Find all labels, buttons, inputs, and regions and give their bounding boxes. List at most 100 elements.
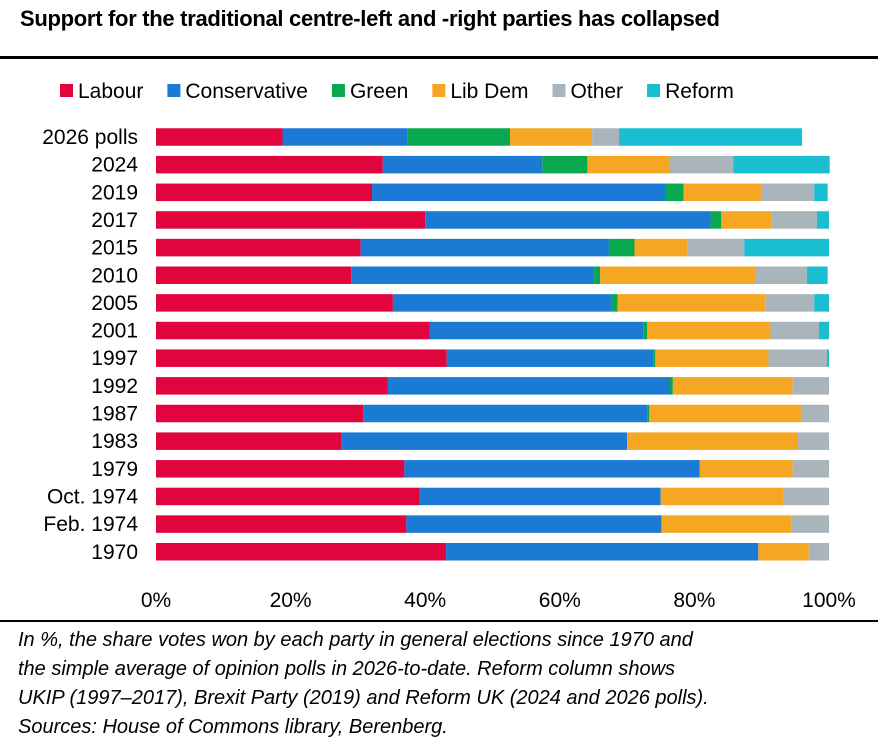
bar-lib-dem-1970 <box>758 543 809 561</box>
bar-reform-2015 <box>744 238 829 257</box>
bar-lib-dem-2024 <box>587 155 670 174</box>
y-tick-label: 2017 <box>91 209 138 232</box>
bars <box>156 128 830 561</box>
bar-conservative-2015 <box>360 238 609 257</box>
bar-conservative-oct-1974 <box>419 487 661 506</box>
bar-other-1983 <box>798 432 829 450</box>
y-tick-label: Feb. 1974 <box>43 513 138 536</box>
bar-green-2017 <box>710 211 722 229</box>
bar-other-2017 <box>771 211 817 229</box>
bar-conservative-2010 <box>351 266 595 284</box>
bar-conservative-1992 <box>387 377 670 395</box>
bar-labour-feb-1974 <box>156 515 407 533</box>
bar-row-1987 <box>156 404 829 423</box>
bar-labour-2010 <box>156 266 352 284</box>
legend-swatch-conservative <box>167 84 181 97</box>
bar-row-1970 <box>156 543 829 561</box>
y-tick-label: 2024 <box>91 154 138 177</box>
bar-other-1987 <box>801 404 829 423</box>
bar-conservative-1983 <box>341 432 628 450</box>
footnote-line: UKIP (1997–2017), Brexit Party (2019) an… <box>18 687 709 709</box>
bar-reform-2005 <box>814 294 829 312</box>
bar-conservative-1979 <box>404 460 700 478</box>
y-tick-label: 2019 <box>91 181 138 204</box>
bar-green-2010 <box>594 266 601 284</box>
legend-label-green: Green <box>350 80 408 103</box>
bar-conservative-2001 <box>429 321 644 340</box>
bar-row-2005 <box>156 294 829 312</box>
footnote-line: In %, the share votes won by each party … <box>18 629 693 651</box>
bar-green-1992 <box>669 377 673 395</box>
bar-green-2019 <box>665 183 684 202</box>
bar-lib-dem-2001 <box>647 321 771 340</box>
bar-labour-2024 <box>156 155 383 174</box>
bar-other-feb-1974 <box>791 515 829 533</box>
bar-labour-1970 <box>156 543 447 561</box>
bar-labour-2015 <box>156 238 361 257</box>
bar-reform-2017 <box>816 211 829 229</box>
bar-reform-2024 <box>733 155 830 174</box>
bar-other-2010 <box>754 266 807 284</box>
bar-lib-dem-1992 <box>672 377 793 395</box>
bar-green-2015 <box>608 238 635 257</box>
x-tick-label: 100% <box>802 589 856 612</box>
bar-lib-dem-1979 <box>699 460 793 478</box>
bar-green-2026-polls <box>407 128 510 146</box>
bar-other-2026-polls <box>592 128 620 146</box>
bar-lib-dem-1997 <box>655 349 769 367</box>
bar-row-oct-1974 <box>156 487 829 506</box>
bar-row-2001 <box>156 321 829 340</box>
bar-other-2015 <box>687 238 745 257</box>
y-tick-label: 1979 <box>91 458 138 481</box>
bar-labour-1997 <box>156 349 447 367</box>
bar-labour-2005 <box>156 294 393 312</box>
y-tick-label: 1992 <box>91 375 138 398</box>
legend-swatch-reform <box>647 84 661 97</box>
y-tick-label: 2015 <box>91 237 138 260</box>
y-tick-label: Oct. 1974 <box>47 485 138 508</box>
bar-lib-dem-oct-1974 <box>660 487 784 506</box>
bar-other-2005 <box>765 294 815 312</box>
bar-conservative-2017 <box>425 211 711 229</box>
y-tick-label: 1983 <box>91 430 138 453</box>
bar-row-2017 <box>156 211 829 229</box>
y-axis-labels: 2026 polls 2024 2019 2017 2015 2010 2005 2001 19… <box>42 126 138 564</box>
bar-other-2001 <box>770 321 819 340</box>
bar-other-1997 <box>768 349 827 367</box>
bar-reform-2010 <box>806 266 828 284</box>
bar-lib-dem-2017 <box>721 211 772 229</box>
bar-other-1992 <box>792 377 829 395</box>
bar-labour-1983 <box>156 432 342 450</box>
bar-green-2024 <box>542 155 588 174</box>
y-tick-label: 2010 <box>91 264 138 287</box>
legend: Labour Conservative Green Lib Dem Other Refor… <box>60 80 734 103</box>
bar-labour-2026-polls <box>156 128 283 146</box>
bar-conservative-2026-polls <box>282 128 408 146</box>
legend-label-reform: Reform <box>665 80 734 103</box>
bar-conservative-feb-1974 <box>406 515 662 533</box>
bar-other-1979 <box>792 460 829 478</box>
legend-label-conservative: Conservative <box>185 80 308 103</box>
bar-labour-oct-1974 <box>156 487 420 506</box>
bar-labour-1987 <box>156 404 364 423</box>
bar-lib-dem-2010 <box>600 266 755 284</box>
bar-labour-2019 <box>156 183 373 202</box>
legend-swatch-lib-dem <box>432 84 446 97</box>
footnote-line: the simple average of opinion polls in 2… <box>18 658 676 680</box>
bar-lib-dem-2015 <box>634 238 688 257</box>
bottom-rule <box>0 620 878 622</box>
bar-reform-2001 <box>818 321 829 340</box>
bar-row-2026-polls <box>156 128 803 146</box>
bar-lib-dem-2026-polls <box>509 128 593 146</box>
top-rule <box>0 56 878 59</box>
footnote: In %, the share votes won by each party … <box>18 626 868 742</box>
bar-row-2015 <box>156 238 829 257</box>
bar-row-2024 <box>156 155 830 174</box>
bar-conservative-2005 <box>392 294 611 312</box>
bar-reform-1997 <box>826 349 829 367</box>
bar-row-1992 <box>156 377 829 395</box>
legend-swatch-other <box>552 84 566 97</box>
bar-lib-dem-2005 <box>617 294 766 312</box>
bar-lib-dem-feb-1974 <box>661 515 792 533</box>
bar-row-2010 <box>156 266 828 284</box>
